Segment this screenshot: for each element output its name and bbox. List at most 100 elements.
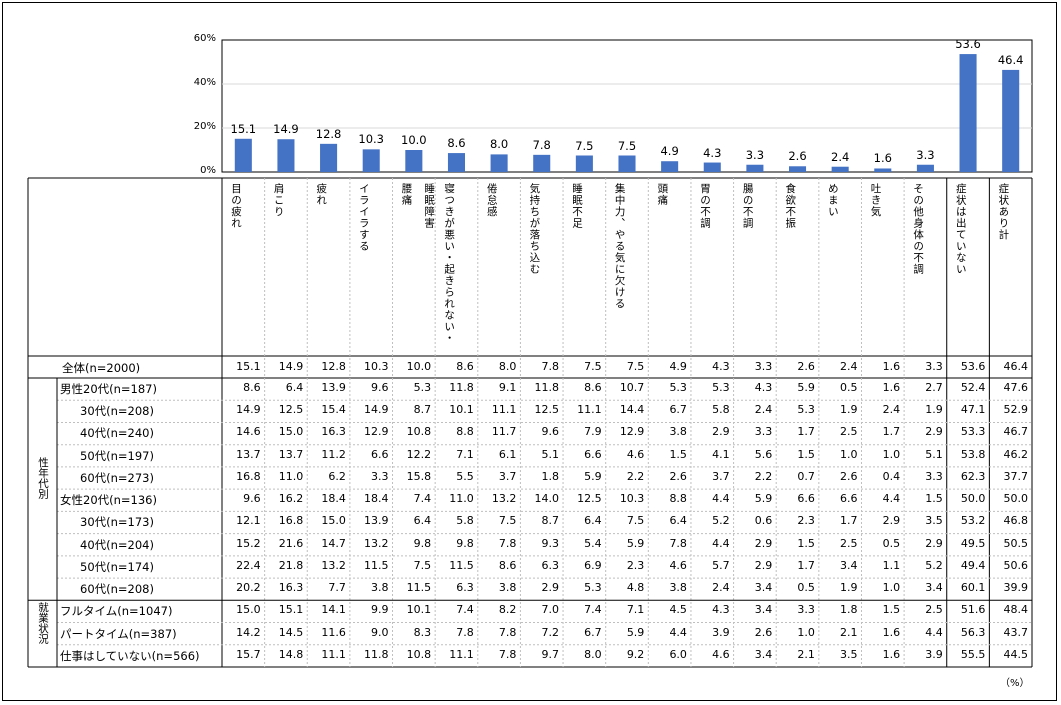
table-cell: 1.5 — [797, 536, 815, 550]
table-cell: 12.8 — [321, 360, 346, 373]
bar — [746, 164, 764, 172]
table-cell: 4.1 — [712, 447, 730, 461]
table-cell: 2.1 — [839, 625, 858, 639]
table-cell: 12.2 — [406, 447, 432, 461]
table-cell: 53.8 — [960, 447, 986, 461]
table-cell: 3.4 — [925, 581, 943, 595]
table-cell: 8.8 — [669, 492, 687, 506]
table-cell: 10.3 — [619, 492, 645, 506]
table-cell: 6.4 — [413, 514, 432, 528]
table-cell: 5.7 — [712, 558, 730, 572]
table-cell: 9.6 — [243, 492, 261, 506]
row-label: 全体(n=2000) — [62, 361, 141, 375]
category-label: 胃の不調 — [698, 183, 711, 229]
table-cell: 11.8 — [364, 647, 389, 661]
table-cell: 2.5 — [839, 425, 858, 439]
table-cell: 53.2 — [960, 514, 986, 528]
table-cell: 3.3 — [754, 425, 773, 439]
table-cell: 1.6 — [882, 381, 901, 394]
category-label: 腰痛 — [400, 183, 413, 206]
bar-value-label: 10.3 — [358, 132, 384, 147]
table-cell: 3.7 — [498, 469, 517, 483]
table-cell: 5.8 — [712, 403, 730, 417]
table-cell: 1.0 — [839, 447, 858, 461]
table-cell: 3.8 — [669, 581, 687, 595]
table-cell: 8.7 — [541, 514, 560, 528]
table-cell: 13.2 — [491, 492, 517, 506]
table-cell: 3.4 — [754, 647, 773, 661]
table-cell: 3.3 — [925, 360, 943, 373]
table-cell: 4.4 — [882, 492, 901, 506]
bar-value-label: 53.6 — [955, 37, 981, 52]
category-label: イライラする — [357, 183, 370, 252]
table-cell: 3.4 — [754, 581, 773, 595]
table-cell: 13.2 — [364, 536, 389, 550]
table-cell: 18.4 — [321, 492, 346, 506]
category-label: 睡眠不足 — [571, 183, 584, 229]
table-cell: 60.1 — [960, 581, 986, 595]
table-cell: 6.6 — [797, 492, 815, 506]
table-cell: 10.1 — [406, 603, 432, 617]
table-cell: 0.6 — [754, 514, 773, 528]
table-cell: 10.7 — [619, 381, 645, 394]
table-cell: 7.9 — [584, 425, 602, 439]
table-cell: 14.9 — [278, 360, 304, 373]
table-cell: 6.4 — [285, 381, 304, 394]
table-cell: 12.9 — [619, 425, 645, 439]
table-cell: 5.9 — [797, 381, 815, 394]
table-cell: 46.7 — [1003, 425, 1029, 439]
table-cell: 13.7 — [236, 447, 261, 461]
row-label: 40代(n=204) — [80, 537, 154, 552]
table-cell: 6.9 — [584, 558, 602, 572]
category-label: めまい — [826, 183, 839, 218]
table-cell: 11.2 — [321, 447, 346, 461]
table-cell: 2.1 — [797, 647, 815, 661]
table-cell: 18.4 — [364, 492, 389, 506]
table-cell: 14.7 — [321, 536, 346, 550]
table-cell: 52.4 — [960, 381, 986, 394]
table-cell: 1.8 — [839, 603, 858, 617]
table-cell: 16.3 — [278, 581, 304, 595]
table-cell: 11.8 — [449, 381, 474, 394]
table-cell: 0.5 — [797, 581, 815, 595]
table-cell: 7.8 — [669, 536, 687, 550]
bar-value-label: 1.6 — [873, 151, 892, 166]
table-cell: 14.1 — [321, 603, 346, 617]
bar-value-label: 7.5 — [575, 138, 594, 153]
table-cell: 13.9 — [364, 514, 389, 528]
table-cell: 1.9 — [839, 403, 858, 417]
table-cell: 4.6 — [669, 558, 687, 572]
table-cell: 8.6 — [243, 381, 261, 394]
table-cell: 1.6 — [882, 625, 901, 639]
table-cell: 16.8 — [278, 514, 304, 528]
y-tick-label: 20% — [193, 121, 216, 132]
table-cell: 6.4 — [584, 514, 602, 528]
table-cell: 4.6 — [626, 447, 645, 461]
table-cell: 7.8 — [541, 360, 560, 373]
row-label: 40代(n=240) — [80, 426, 154, 441]
table-cell: 5.8 — [456, 514, 474, 528]
table-cell: 3.9 — [925, 647, 943, 661]
table-cell: 21.8 — [278, 558, 304, 572]
table-cell: 11.1 — [577, 403, 602, 417]
category-label: 症状は出ていない — [954, 183, 967, 275]
table-cell: 39.9 — [1003, 581, 1029, 595]
table-cell: 14.8 — [278, 647, 304, 661]
category-label: 倦怠感 — [485, 183, 498, 218]
table-cell: 7.1 — [626, 603, 645, 617]
table-cell: 3.3 — [754, 360, 773, 373]
bar — [277, 139, 295, 172]
table-cell: 5.4 — [584, 536, 602, 550]
bar — [789, 166, 807, 172]
table-cell: 2.3 — [797, 514, 815, 528]
table-cell: 3.3 — [925, 469, 943, 483]
table-cell: 9.7 — [541, 647, 560, 661]
table-cell: 7.4 — [413, 492, 432, 506]
table-cell: 55.5 — [960, 647, 986, 661]
table-cell: 0.4 — [882, 469, 901, 483]
table-cell: 56.3 — [960, 625, 986, 639]
table-cell: 5.2 — [712, 514, 730, 528]
table-cell: 37.7 — [1003, 469, 1029, 483]
category-label: 集中力、やる気に欠ける — [613, 183, 626, 310]
